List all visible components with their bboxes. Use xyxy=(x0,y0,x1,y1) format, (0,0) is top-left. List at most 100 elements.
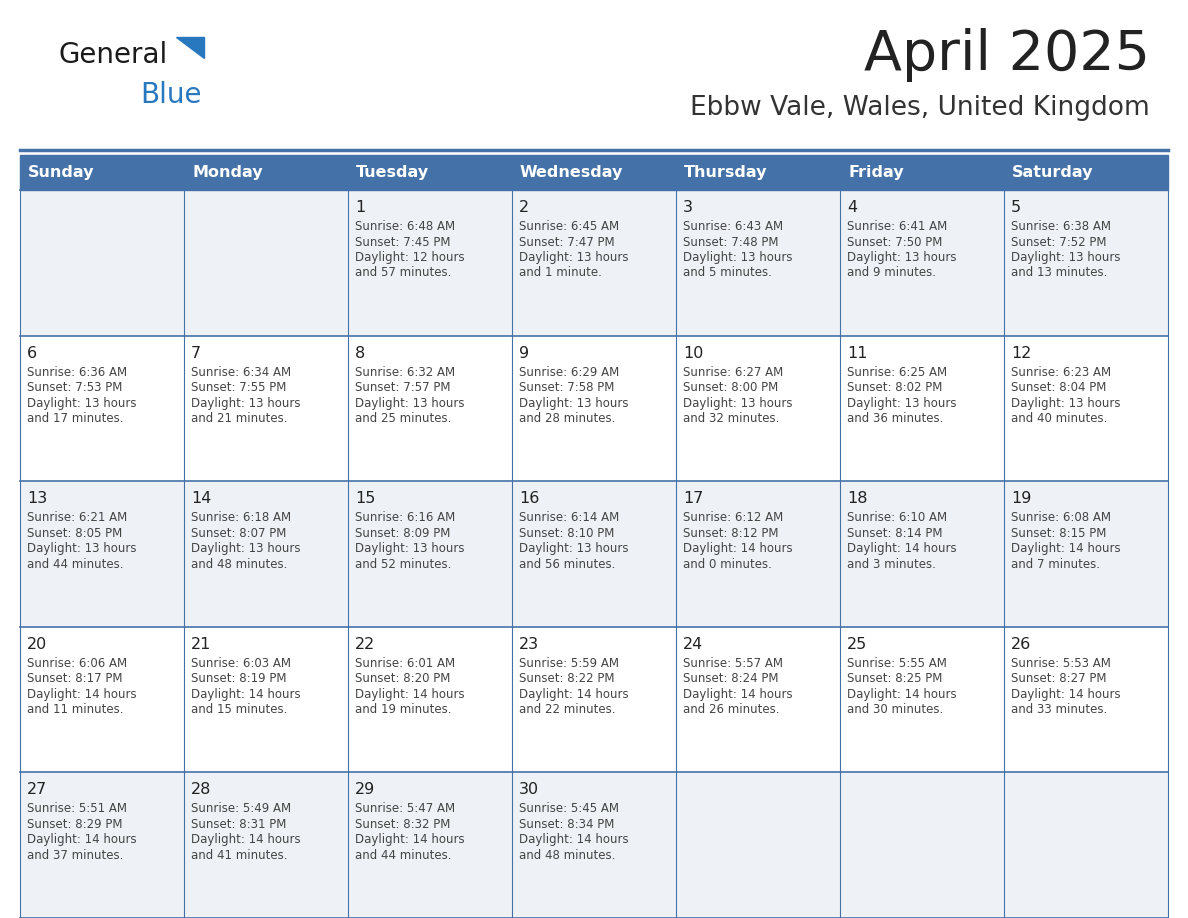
Bar xyxy=(1004,481,1168,627)
Text: Sunrise: 6:27 AM: Sunrise: 6:27 AM xyxy=(683,365,783,378)
Text: Sunrise: 5:49 AM: Sunrise: 5:49 AM xyxy=(191,802,291,815)
Text: Daylight: 13 hours: Daylight: 13 hours xyxy=(27,397,137,409)
Bar xyxy=(840,627,1004,772)
Bar xyxy=(676,772,840,918)
Text: Sunrise: 5:59 AM: Sunrise: 5:59 AM xyxy=(519,656,619,670)
Bar xyxy=(512,190,676,336)
Text: Sunset: 8:09 PM: Sunset: 8:09 PM xyxy=(355,527,450,540)
Bar xyxy=(1004,627,1168,772)
Text: Daylight: 13 hours: Daylight: 13 hours xyxy=(847,397,956,409)
Bar xyxy=(1004,772,1168,918)
Text: Sunrise: 6:32 AM: Sunrise: 6:32 AM xyxy=(355,365,455,378)
Text: Saturday: Saturday xyxy=(1012,165,1093,180)
Text: Sunset: 8:22 PM: Sunset: 8:22 PM xyxy=(519,672,614,686)
Bar xyxy=(676,155,840,190)
Text: 13: 13 xyxy=(27,491,48,506)
Text: Sunset: 8:15 PM: Sunset: 8:15 PM xyxy=(1011,527,1106,540)
Text: Sunrise: 6:12 AM: Sunrise: 6:12 AM xyxy=(683,511,783,524)
Text: Sunset: 8:27 PM: Sunset: 8:27 PM xyxy=(1011,672,1106,686)
Text: Daylight: 13 hours: Daylight: 13 hours xyxy=(355,543,465,555)
Text: Sunrise: 6:36 AM: Sunrise: 6:36 AM xyxy=(27,365,127,378)
Text: 28: 28 xyxy=(191,782,211,798)
Text: and 32 minutes.: and 32 minutes. xyxy=(683,412,779,425)
Text: Sunset: 8:04 PM: Sunset: 8:04 PM xyxy=(1011,381,1106,394)
Bar xyxy=(348,155,512,190)
Text: Daylight: 13 hours: Daylight: 13 hours xyxy=(1011,251,1120,264)
Bar xyxy=(512,155,676,190)
Text: and 48 minutes.: and 48 minutes. xyxy=(191,558,287,571)
Text: Sunrise: 6:03 AM: Sunrise: 6:03 AM xyxy=(191,656,291,670)
Text: 30: 30 xyxy=(519,782,539,798)
Bar xyxy=(20,155,1168,190)
Text: 12: 12 xyxy=(1011,345,1031,361)
Text: 22: 22 xyxy=(355,637,375,652)
Text: 27: 27 xyxy=(27,782,48,798)
Text: 9: 9 xyxy=(519,345,529,361)
Bar xyxy=(20,772,184,918)
Text: and 19 minutes.: and 19 minutes. xyxy=(355,703,451,716)
Text: Sunset: 8:32 PM: Sunset: 8:32 PM xyxy=(355,818,450,831)
Text: Sunrise: 6:23 AM: Sunrise: 6:23 AM xyxy=(1011,365,1111,378)
Text: Daylight: 14 hours: Daylight: 14 hours xyxy=(683,543,792,555)
Text: Ebbw Vale, Wales, United Kingdom: Ebbw Vale, Wales, United Kingdom xyxy=(690,95,1150,121)
Bar xyxy=(1004,190,1168,336)
Bar xyxy=(1004,155,1168,190)
Text: and 57 minutes.: and 57 minutes. xyxy=(355,266,451,279)
Text: and 3 minutes.: and 3 minutes. xyxy=(847,558,936,571)
Text: Sunrise: 5:55 AM: Sunrise: 5:55 AM xyxy=(847,656,947,670)
Text: and 1 minute.: and 1 minute. xyxy=(519,266,602,279)
Text: and 36 minutes.: and 36 minutes. xyxy=(847,412,943,425)
Text: Sunset: 7:53 PM: Sunset: 7:53 PM xyxy=(27,381,122,394)
Text: Daylight: 13 hours: Daylight: 13 hours xyxy=(519,397,628,409)
Text: Sunset: 8:07 PM: Sunset: 8:07 PM xyxy=(191,527,286,540)
Text: Sunrise: 6:08 AM: Sunrise: 6:08 AM xyxy=(1011,511,1111,524)
Text: Sunset: 7:52 PM: Sunset: 7:52 PM xyxy=(1011,236,1106,249)
Text: 5: 5 xyxy=(1011,200,1022,215)
Text: 8: 8 xyxy=(355,345,365,361)
Bar xyxy=(840,481,1004,627)
Text: 24: 24 xyxy=(683,637,703,652)
Text: Daylight: 13 hours: Daylight: 13 hours xyxy=(191,543,301,555)
Text: and 25 minutes.: and 25 minutes. xyxy=(355,412,451,425)
Bar xyxy=(20,336,184,481)
Text: and 48 minutes.: and 48 minutes. xyxy=(519,849,615,862)
Text: Daylight: 14 hours: Daylight: 14 hours xyxy=(519,688,628,700)
Text: Sunrise: 6:14 AM: Sunrise: 6:14 AM xyxy=(519,511,619,524)
Text: Friday: Friday xyxy=(848,165,904,180)
Text: Sunset: 7:48 PM: Sunset: 7:48 PM xyxy=(683,236,778,249)
Text: Sunset: 8:31 PM: Sunset: 8:31 PM xyxy=(191,818,286,831)
Bar xyxy=(184,772,348,918)
Text: Sunday: Sunday xyxy=(29,165,95,180)
Text: Daylight: 14 hours: Daylight: 14 hours xyxy=(683,688,792,700)
Text: Thursday: Thursday xyxy=(684,165,767,180)
Text: Sunset: 8:14 PM: Sunset: 8:14 PM xyxy=(847,527,942,540)
Text: 29: 29 xyxy=(355,782,375,798)
Text: 6: 6 xyxy=(27,345,37,361)
Text: and 0 minutes.: and 0 minutes. xyxy=(683,558,772,571)
Bar xyxy=(840,772,1004,918)
Text: Sunset: 7:57 PM: Sunset: 7:57 PM xyxy=(355,381,450,394)
Text: and 44 minutes.: and 44 minutes. xyxy=(355,849,451,862)
Text: Daylight: 14 hours: Daylight: 14 hours xyxy=(519,834,628,846)
Bar xyxy=(840,190,1004,336)
Text: Sunrise: 6:16 AM: Sunrise: 6:16 AM xyxy=(355,511,455,524)
Text: 23: 23 xyxy=(519,637,539,652)
Text: Daylight: 13 hours: Daylight: 13 hours xyxy=(355,397,465,409)
Text: Monday: Monday xyxy=(192,165,263,180)
Text: Daylight: 14 hours: Daylight: 14 hours xyxy=(1011,688,1120,700)
Text: Daylight: 14 hours: Daylight: 14 hours xyxy=(191,834,301,846)
Text: Sunrise: 5:57 AM: Sunrise: 5:57 AM xyxy=(683,656,783,670)
Bar xyxy=(348,772,512,918)
Text: and 56 minutes.: and 56 minutes. xyxy=(519,558,615,571)
Text: and 7 minutes.: and 7 minutes. xyxy=(1011,558,1100,571)
Text: Sunrise: 6:29 AM: Sunrise: 6:29 AM xyxy=(519,365,619,378)
Text: Daylight: 14 hours: Daylight: 14 hours xyxy=(1011,543,1120,555)
Bar xyxy=(1004,336,1168,481)
Text: 7: 7 xyxy=(191,345,201,361)
Bar xyxy=(676,190,840,336)
Text: 20: 20 xyxy=(27,637,48,652)
Bar xyxy=(840,155,1004,190)
Text: Daylight: 13 hours: Daylight: 13 hours xyxy=(683,251,792,264)
Text: and 37 minutes.: and 37 minutes. xyxy=(27,849,124,862)
Text: General: General xyxy=(58,41,168,69)
